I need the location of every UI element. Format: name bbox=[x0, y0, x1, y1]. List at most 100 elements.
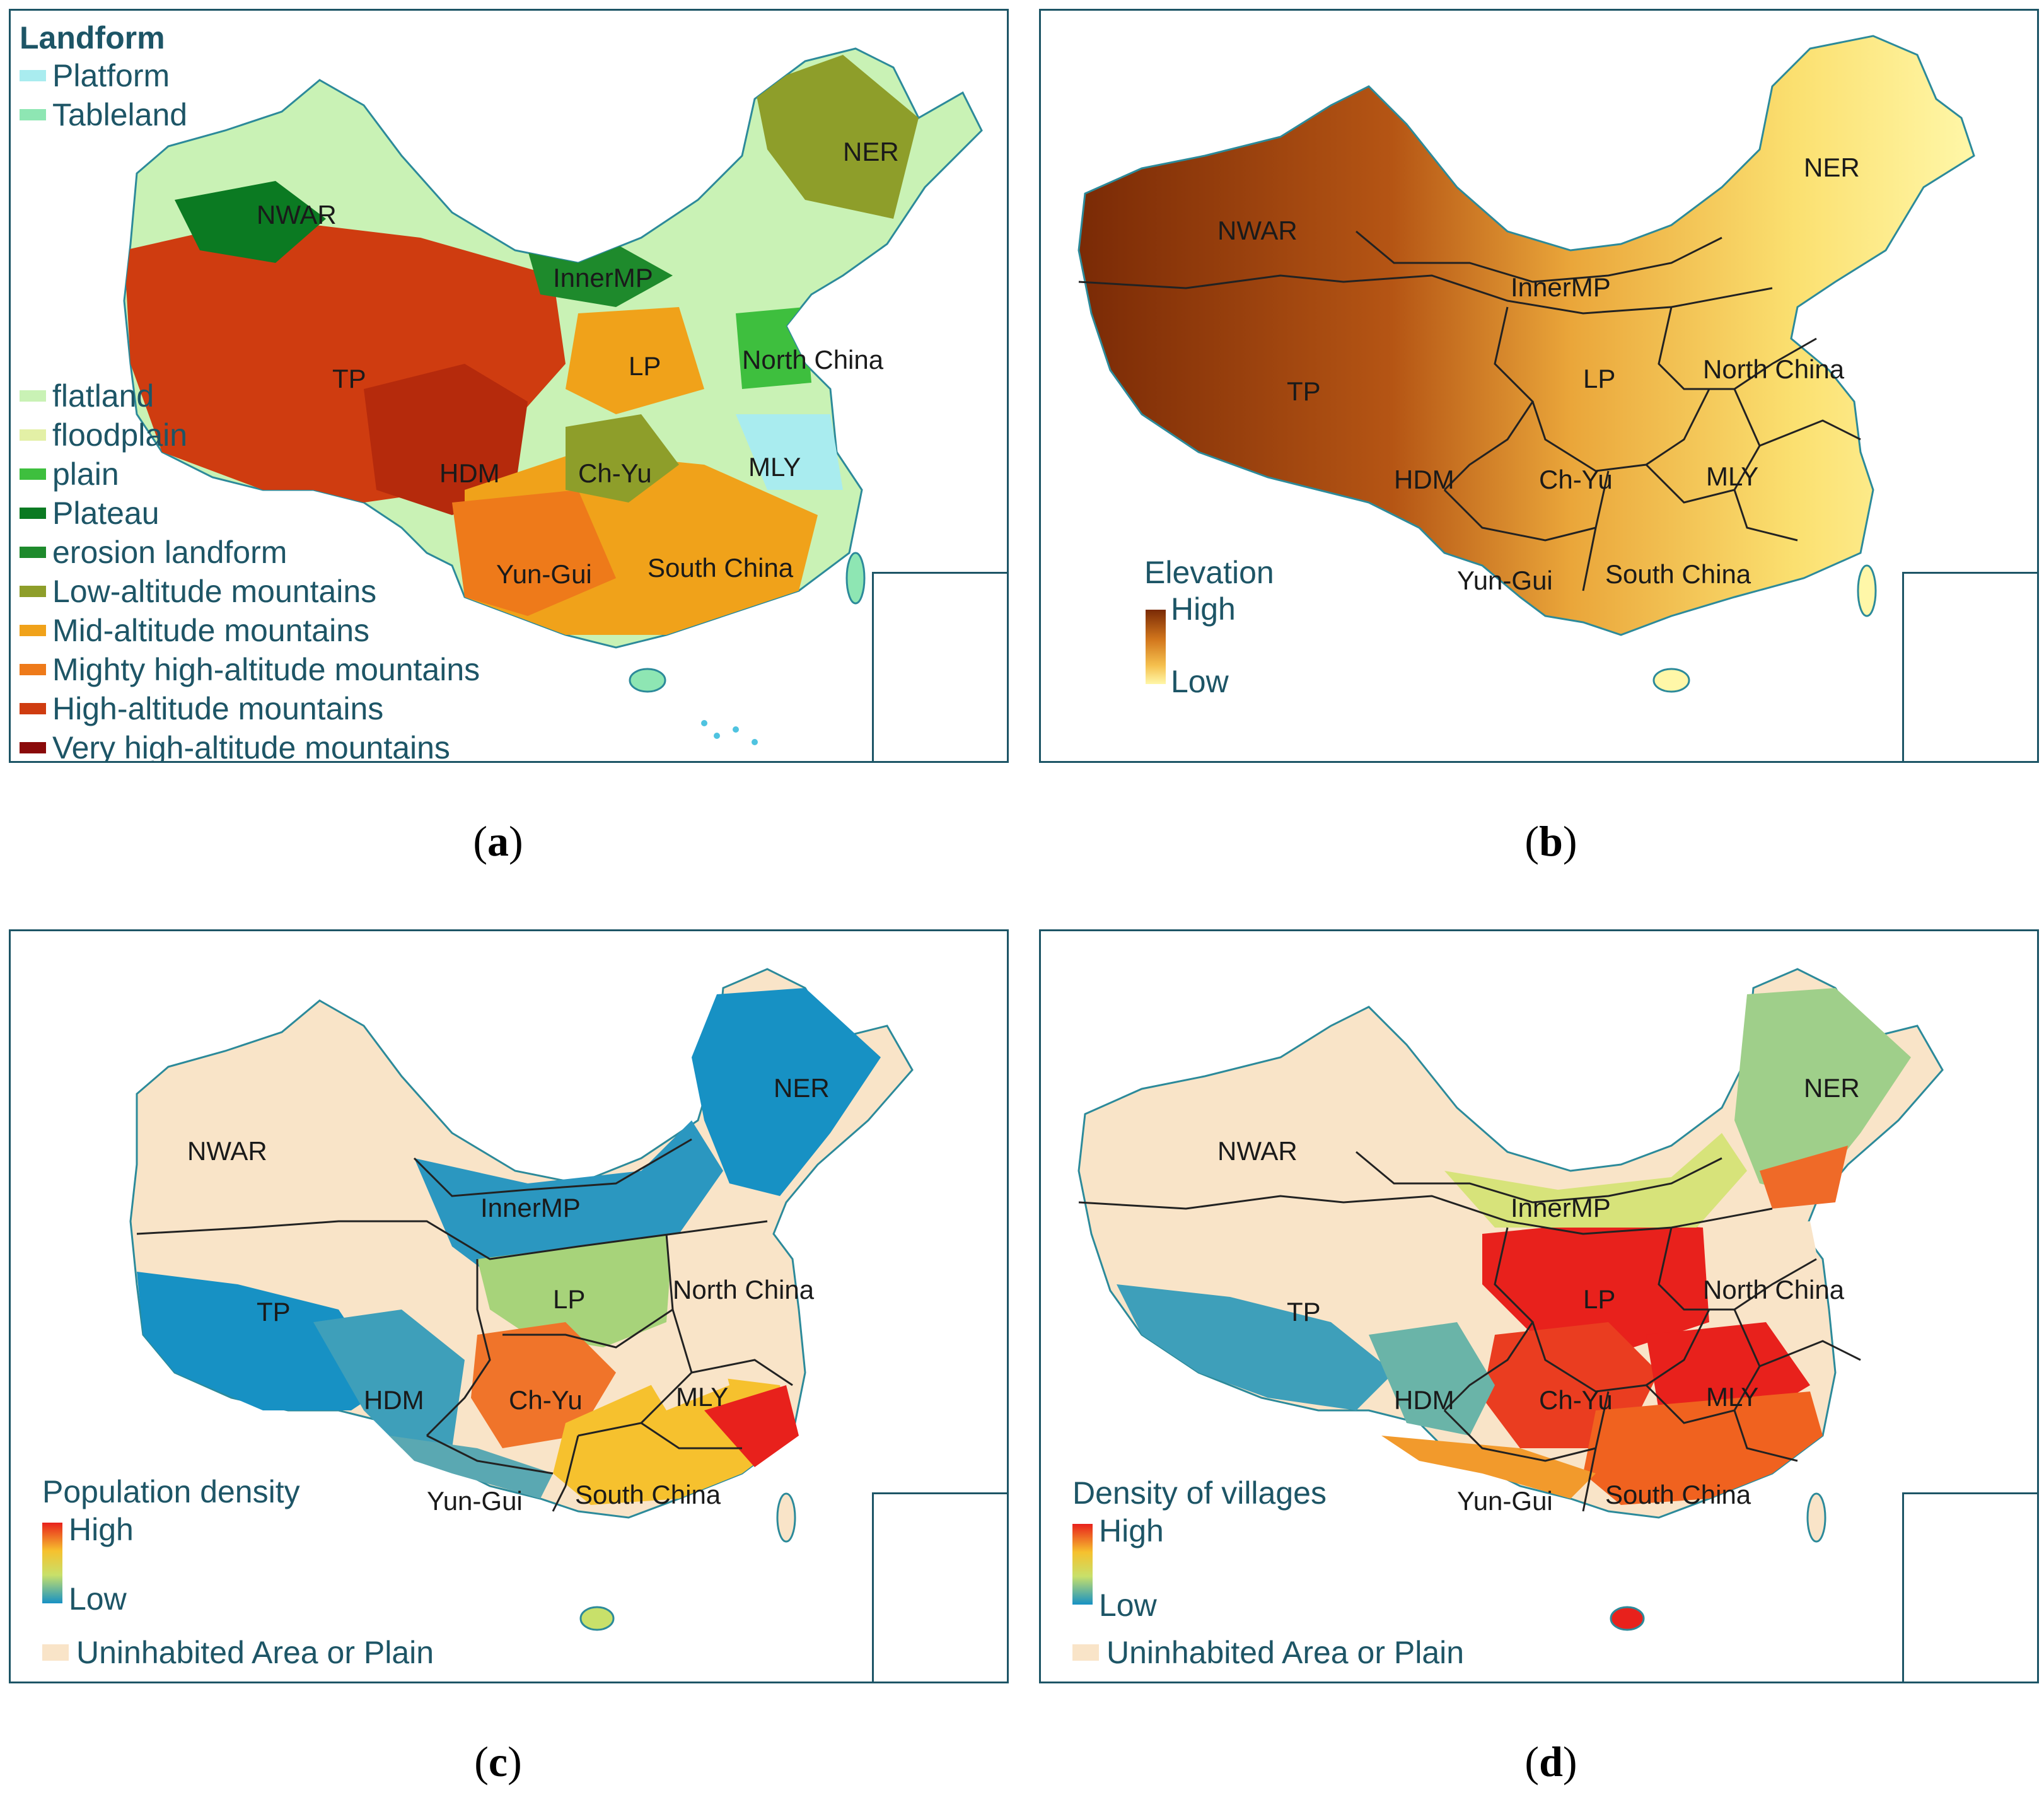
legend-swatch bbox=[20, 109, 46, 120]
landform-legend-top: Landform Platform Tableland bbox=[20, 20, 187, 134]
village-ramp bbox=[1072, 1524, 1093, 1605]
landform-legend-title: Landform bbox=[20, 20, 165, 55]
region-label-ner: NER bbox=[1804, 1073, 1860, 1103]
legend-label: erosion landform bbox=[52, 535, 287, 570]
village-legend: Density of villages bbox=[1072, 1475, 1327, 1511]
region-label-yun-gui: Yun-Gui bbox=[496, 559, 592, 589]
caption-letter: d bbox=[1539, 1738, 1563, 1786]
hdm-low-villages bbox=[1369, 1322, 1495, 1436]
legend-label: High-altitude mountains bbox=[52, 691, 384, 726]
region-label-hdm: HDM bbox=[439, 458, 500, 488]
islands-c bbox=[579, 1492, 796, 1631]
islands-d bbox=[1610, 1492, 1826, 1631]
legend-label: Mighty high-altitude mountains bbox=[52, 652, 480, 687]
islands-a bbox=[629, 552, 866, 745]
region-label-tp: TP bbox=[257, 1297, 291, 1327]
north-china-uninhabited bbox=[1709, 1221, 1823, 1310]
caption-d: (d) bbox=[1524, 1738, 1577, 1786]
north-china-uninhabited bbox=[666, 1221, 786, 1322]
nwar-plateau bbox=[175, 181, 326, 263]
legend-item-mighty-high: Mighty high-altitude mountains bbox=[20, 650, 480, 689]
ner-south-high bbox=[1760, 1146, 1848, 1209]
southeast-coast-high bbox=[704, 1385, 799, 1467]
region-label-hdm: HDM bbox=[364, 1385, 424, 1415]
south-china-sea-inset bbox=[1902, 572, 2037, 761]
legend-swatch bbox=[20, 508, 46, 519]
region-label-south-china: South China bbox=[1605, 559, 1751, 589]
region-label-lp: LP bbox=[1583, 364, 1616, 393]
uninhabited-legend-item: Uninhabited Area or Plain bbox=[42, 1634, 434, 1671]
elevation-ramp bbox=[1146, 610, 1166, 684]
legend-swatch bbox=[20, 70, 46, 81]
legend-swatch bbox=[20, 625, 46, 636]
region-label-ch-yu: Ch-Yu bbox=[1539, 465, 1613, 494]
region-label-hdm: HDM bbox=[1394, 1385, 1455, 1415]
caption-letter: c bbox=[488, 1738, 508, 1786]
region-label-yun-gui: Yun-Gui bbox=[1457, 566, 1553, 595]
region-label-north-china: North China bbox=[673, 1275, 815, 1304]
region-boundaries-d bbox=[1078, 1151, 1861, 1512]
legend-item-erosion-landform: erosion landform bbox=[20, 533, 480, 572]
village-density-map-graphic bbox=[1072, 968, 1944, 1631]
region-label-lp: LP bbox=[553, 1284, 586, 1314]
uninhabited-label: Uninhabited Area or Plain bbox=[76, 1635, 434, 1670]
region-label-south-china: South China bbox=[647, 553, 794, 583]
region-label-nwar: NWAR bbox=[1217, 1136, 1298, 1166]
legend-label: Mid-altitude mountains bbox=[52, 613, 370, 648]
legend-label: Platform bbox=[52, 58, 170, 93]
legend-swatch bbox=[20, 390, 46, 402]
uninhabited-legend-item: Uninhabited Area or Plain bbox=[1072, 1634, 1464, 1671]
caption-a: (a) bbox=[473, 817, 523, 865]
region-label-tp: TP bbox=[332, 364, 366, 393]
chyu-low-mountains bbox=[566, 414, 679, 502]
mly-uninhabited bbox=[629, 1335, 729, 1410]
region-label-ch-yu: Ch-Yu bbox=[1539, 1385, 1613, 1415]
village-high-label: High bbox=[1099, 1513, 1164, 1548]
population-legend-title: Population density bbox=[42, 1474, 300, 1509]
legend-swatch bbox=[20, 703, 46, 714]
legend-item-low-altitude: Low-altitude mountains bbox=[20, 572, 480, 611]
ner-mixed-villages bbox=[1734, 988, 1911, 1196]
region-label-mly: MLY bbox=[748, 452, 801, 482]
region-label-mly: MLY bbox=[1706, 1382, 1759, 1412]
population-ramp bbox=[42, 1523, 62, 1603]
region-label-north-china: North China bbox=[742, 345, 884, 375]
region-label-lp: LP bbox=[629, 351, 661, 381]
legend-item-very-high: Very high-altitude mountains bbox=[20, 728, 480, 763]
region-label-innermp: InnerMP bbox=[480, 1193, 581, 1223]
region-label-hdm: HDM bbox=[1394, 465, 1455, 494]
lp-mid-mountains bbox=[566, 307, 704, 414]
landform-map-graphic bbox=[123, 47, 983, 745]
panel-b-elevation-map: NWAR InnerMP NER TP LP North China HDM C… bbox=[1039, 9, 2039, 763]
region-label-tp: TP bbox=[1287, 1297, 1321, 1327]
region-label-south-china: South China bbox=[1605, 1480, 1751, 1509]
legend-swatch bbox=[20, 547, 46, 558]
legend-item-flatland: flatland bbox=[20, 376, 480, 415]
legend-item-floodplain: floodplain bbox=[20, 415, 480, 455]
ner-low-mountains bbox=[755, 55, 919, 219]
region-label-ner: NER bbox=[774, 1073, 830, 1103]
legend-label: Very high-altitude mountains bbox=[52, 730, 450, 763]
region-label-nwar: NWAR bbox=[257, 200, 337, 229]
legend-label: flatland bbox=[52, 378, 154, 414]
legend-swatch bbox=[20, 468, 46, 480]
legend-swatch bbox=[20, 742, 46, 753]
region-label-ner: NER bbox=[843, 137, 899, 166]
yungui-mixed bbox=[1381, 1436, 1596, 1499]
hdm-low-density bbox=[313, 1310, 465, 1448]
population-high-label: High bbox=[69, 1512, 134, 1547]
region-label-mly: MLY bbox=[676, 1382, 729, 1412]
innermp-low-density bbox=[414, 1120, 723, 1284]
south-china-high bbox=[1583, 1391, 1823, 1505]
population-low-label: Low bbox=[69, 1581, 127, 1617]
legend-item-plateau: Plateau bbox=[20, 494, 480, 533]
hdm-very-high bbox=[364, 364, 528, 515]
region-label-lp: LP bbox=[1583, 1284, 1616, 1314]
region-label-innermp: InnerMP bbox=[553, 263, 653, 293]
innermp-mixed bbox=[1444, 1133, 1747, 1228]
east-platform bbox=[736, 414, 843, 490]
legend-label: floodplain bbox=[52, 417, 188, 453]
elevation-low-label: Low bbox=[1171, 664, 1229, 699]
legend-label: Tableland bbox=[52, 97, 188, 132]
legend-label: plain bbox=[52, 456, 119, 492]
